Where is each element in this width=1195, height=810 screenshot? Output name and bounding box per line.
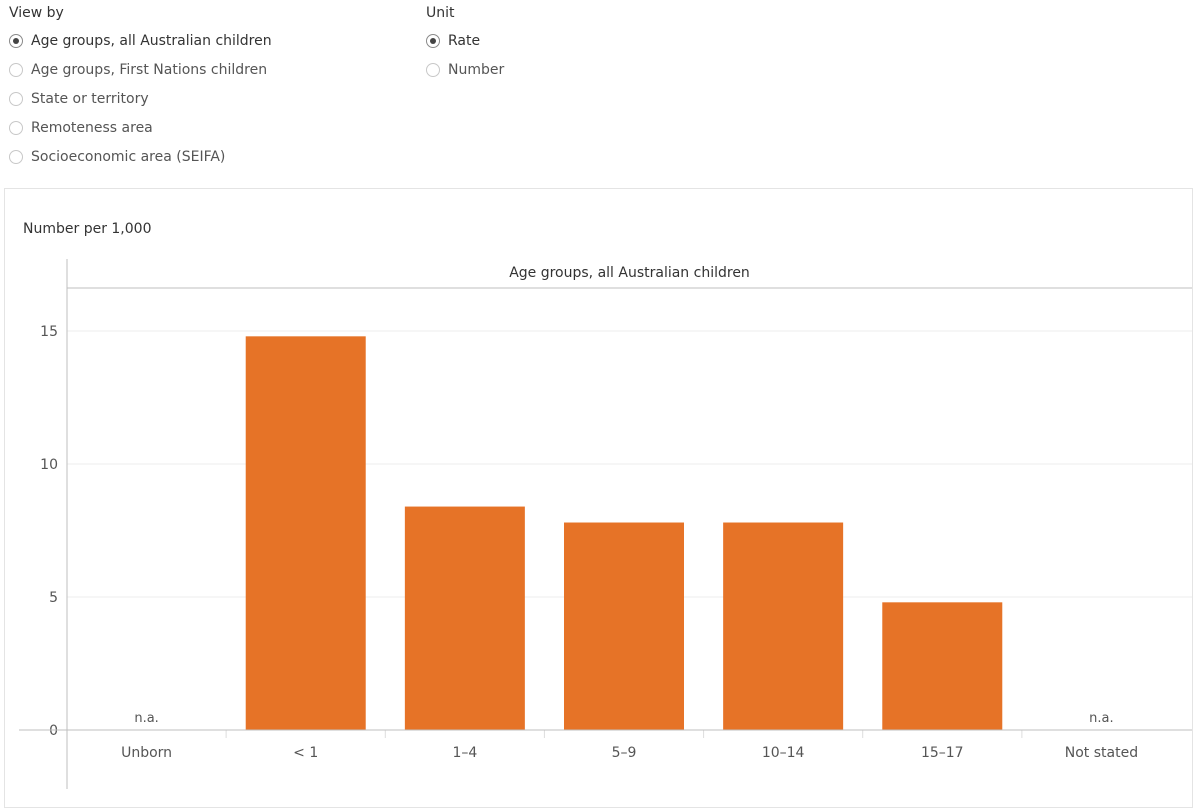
view-by-option-label: Remoteness area — [31, 119, 153, 136]
unit-option-label: Rate — [448, 32, 481, 49]
view-by-option-0[interactable]: Age groups, all Australian children — [9, 26, 272, 55]
y-tick-label: 15 — [40, 324, 58, 340]
radio-button-icon[interactable] — [9, 62, 23, 77]
y-tick-label: 0 — [49, 723, 58, 739]
view-by-option-3[interactable]: Remoteness area — [9, 113, 272, 142]
x-tick-label: < 1 — [293, 745, 318, 761]
chart-panel: Number per 1,000 Age groups, all Australi… — [4, 188, 1193, 808]
view-by-option-1[interactable]: Age groups, First Nations children — [9, 55, 272, 84]
unit-option-label: Number — [448, 61, 505, 78]
radio-button-icon[interactable] — [9, 149, 23, 164]
value-label: n.a. — [134, 711, 158, 726]
x-tick-label: Unborn — [121, 745, 172, 761]
x-tick-label: Not stated — [1065, 745, 1138, 761]
unit-filter: Unit Rate Number — [426, 5, 504, 84]
panel-title: Age groups, all Australian children — [509, 265, 750, 281]
unit-option-1[interactable]: Number — [426, 55, 504, 84]
radio-button-icon[interactable] — [426, 62, 440, 77]
y-tick-label: 5 — [49, 590, 58, 606]
view-by-option-2[interactable]: State or territory — [9, 84, 272, 113]
view-by-option-label: Age groups, First Nations children — [31, 61, 268, 78]
view-by-filter: View by Age groups, all Australian child… — [9, 5, 272, 171]
bar-4 — [723, 522, 844, 730]
y-tick-label: 10 — [40, 457, 58, 473]
view-by-option-4[interactable]: Socioeconomic area (SEIFA) — [9, 142, 272, 171]
unit-option-0[interactable]: Rate — [426, 26, 504, 55]
bar-5 — [882, 602, 1003, 730]
radio-button-icon[interactable] — [426, 33, 440, 48]
y-axis-label: Number per 1,000 — [23, 221, 151, 237]
x-tick-label: 5–9 — [612, 745, 637, 761]
bar-chart: Number per 1,000 Age groups, all Australi… — [19, 221, 1192, 789]
radio-button-icon[interactable] — [9, 33, 23, 48]
view-by-option-label: Socioeconomic area (SEIFA) — [31, 148, 226, 165]
radio-button-icon[interactable] — [9, 91, 23, 106]
value-label: n.a. — [1089, 711, 1113, 726]
x-tick-label: 10–14 — [762, 745, 805, 761]
bar-1 — [245, 336, 366, 730]
view-by-option-label: State or territory — [31, 90, 149, 107]
x-tick-label: 1–4 — [452, 745, 477, 761]
x-tick-label: 15–17 — [921, 745, 964, 761]
bar-2 — [404, 506, 525, 730]
radio-button-icon[interactable] — [9, 120, 23, 135]
unit-title: Unit — [426, 5, 455, 21]
view-by-option-label: Age groups, all Australian children — [31, 32, 272, 49]
bar-3 — [564, 522, 684, 730]
view-by-title: View by — [9, 5, 64, 21]
